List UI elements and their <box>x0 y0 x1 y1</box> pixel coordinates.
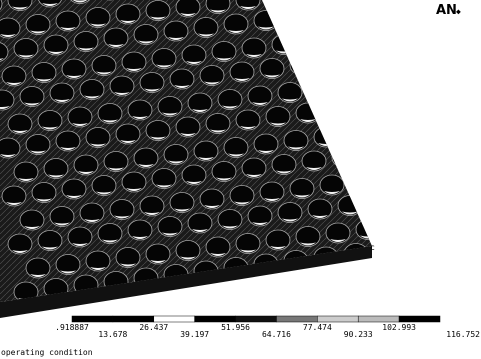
hole-highlight <box>420 229 436 232</box>
hole <box>398 189 422 209</box>
hole-highlight <box>300 0 316 2</box>
legend-swatch <box>276 316 317 322</box>
hole <box>344 124 368 144</box>
hole <box>266 0 290 7</box>
legend-label: 39.197 <box>180 330 209 339</box>
hole-highlight <box>396 37 412 40</box>
legend-swatch <box>358 316 399 322</box>
hole <box>350 48 374 68</box>
hole <box>326 100 350 120</box>
hole <box>344 0 368 20</box>
legend-label: 26.437 <box>139 323 168 332</box>
legend-label: 64.716 <box>262 330 291 339</box>
hole-highlight <box>408 253 424 256</box>
hole-highlight <box>324 68 340 71</box>
hole-highlight <box>342 92 358 95</box>
hole <box>404 117 428 137</box>
legend-label: 51.956 <box>221 323 250 332</box>
logo: AN <box>436 3 457 18</box>
hole <box>362 144 386 164</box>
legend-swatch <box>195 316 236 322</box>
legend-label: .918887 <box>55 323 89 332</box>
legend-label: 77.474 <box>303 323 332 332</box>
hole <box>314 4 338 24</box>
hole <box>320 52 344 72</box>
hole-highlight <box>354 188 370 191</box>
hole <box>416 213 440 233</box>
hole-highlight <box>414 181 430 184</box>
hole <box>374 120 398 140</box>
hole <box>338 76 362 96</box>
hole-highlight <box>348 16 364 19</box>
hole-highlight <box>294 71 310 74</box>
legend-swatch <box>113 316 154 322</box>
legend-label: 116.752 <box>446 330 480 339</box>
hole-highlight <box>396 157 412 160</box>
hole-highlight <box>306 47 322 50</box>
legend-swatch <box>154 316 195 322</box>
hole <box>284 7 308 27</box>
legend-swatch <box>317 316 358 322</box>
hole <box>374 240 398 260</box>
hole <box>362 24 386 44</box>
hole-highlight <box>378 13 394 16</box>
hole-highlight <box>384 61 400 64</box>
hole-highlight <box>390 109 406 112</box>
hole-highlight <box>384 184 400 187</box>
legend-label: 13.678 <box>98 330 127 339</box>
hole-highlight <box>348 140 364 143</box>
hole-highlight <box>336 44 352 47</box>
hole <box>386 216 410 236</box>
legend-swatch <box>72 316 113 322</box>
hole-highlight <box>372 208 388 211</box>
hole-highlight <box>360 112 376 115</box>
hole-highlight <box>372 88 388 91</box>
legend-swatch <box>399 316 440 322</box>
hole-highlight <box>288 23 304 26</box>
hole-highlight <box>330 116 346 119</box>
hole-highlight <box>378 256 394 259</box>
legend-label: 102.993 <box>382 323 416 332</box>
hole <box>380 168 404 188</box>
logo-mark: ◆ <box>456 7 461 16</box>
node-marker: c <box>370 243 375 252</box>
hole <box>380 45 404 65</box>
hole <box>374 0 398 17</box>
hole-highlight <box>366 160 382 163</box>
hole <box>302 31 326 51</box>
hole <box>356 96 380 116</box>
model-view: c <box>0 0 440 318</box>
hole <box>368 192 392 212</box>
hole-highlight <box>354 64 370 67</box>
hole-highlight <box>390 232 406 235</box>
hole-highlight <box>270 3 286 6</box>
hole-highlight <box>378 136 394 139</box>
legend-label: 90.233 <box>344 330 373 339</box>
screenshot: c AN ◆ .918887 13.678 26.437 39.197 51.956 64… <box>0 0 481 359</box>
hole <box>386 93 410 113</box>
legend: .918887 13.678 26.437 39.197 51.956 64.716 77.… <box>55 316 480 339</box>
hole <box>356 220 380 240</box>
hole <box>404 237 428 257</box>
hole-highlight <box>408 133 424 136</box>
hole-highlight <box>402 205 418 208</box>
legend-swatch <box>236 316 277 322</box>
hole-highlight <box>366 40 382 43</box>
hole <box>332 28 356 48</box>
hole <box>368 72 392 92</box>
caption: operating condition <box>1 348 93 357</box>
hole-highlight <box>312 95 328 98</box>
hole-highlight <box>318 20 334 23</box>
hole <box>350 172 374 192</box>
hole <box>290 55 314 75</box>
hole <box>392 21 416 41</box>
hole <box>392 141 416 161</box>
hole <box>332 148 356 168</box>
hole <box>308 79 332 99</box>
hole <box>398 69 422 89</box>
hole-highlight <box>402 85 418 88</box>
hole <box>296 0 320 3</box>
hole-highlight <box>336 164 352 167</box>
hole <box>410 165 434 185</box>
